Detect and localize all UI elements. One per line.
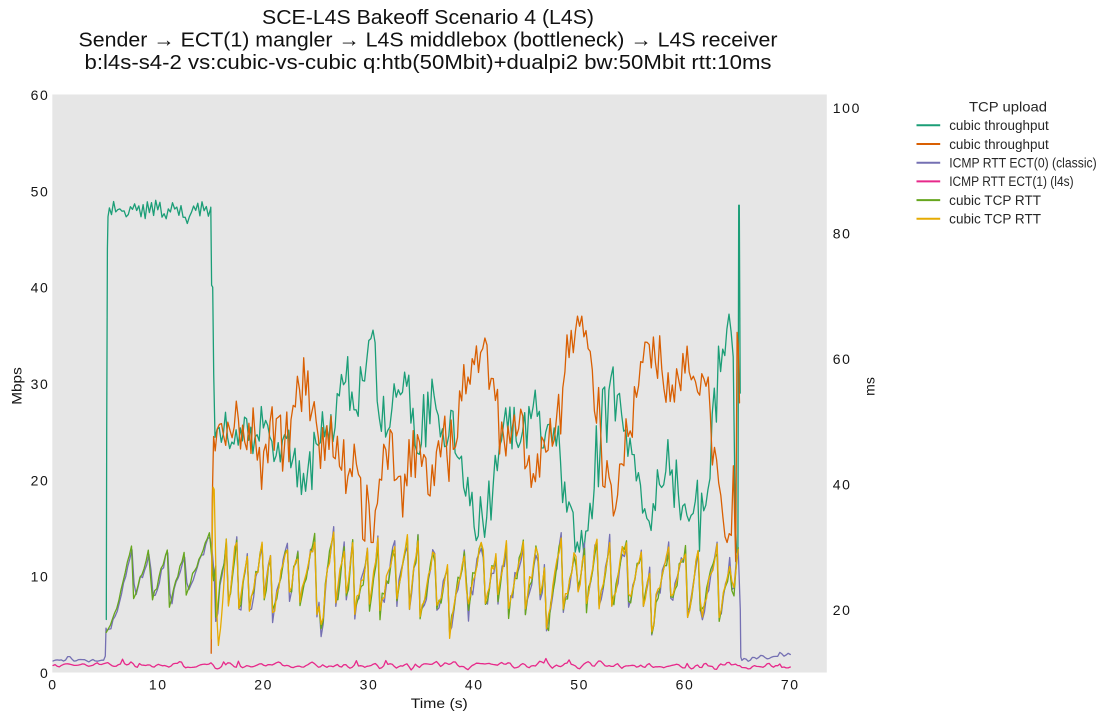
svg-text:Mbps: Mbps bbox=[8, 367, 24, 405]
svg-text:ICMP RTT ECT(1) (l4s): ICMP RTT ECT(1) (l4s) bbox=[949, 174, 1073, 189]
svg-text:100: 100 bbox=[833, 100, 861, 116]
svg-text:0: 0 bbox=[40, 665, 49, 681]
svg-text:TCP upload: TCP upload bbox=[969, 99, 1047, 115]
svg-text:0: 0 bbox=[48, 677, 57, 693]
svg-text:cubic TCP RTT: cubic TCP RTT bbox=[949, 212, 1041, 227]
svg-text:80: 80 bbox=[833, 226, 852, 242]
svg-text:40: 40 bbox=[31, 280, 50, 296]
svg-text:Sender → ECT(1) mangler → L4S: Sender → ECT(1) mangler → L4S middlebox … bbox=[79, 30, 778, 52]
svg-text:b:l4s-s4-2 vs:cubic-vs-cubic q: b:l4s-s4-2 vs:cubic-vs-cubic q:htb(50Mbi… bbox=[85, 52, 772, 74]
svg-text:60: 60 bbox=[833, 351, 852, 367]
svg-text:cubic throughput: cubic throughput bbox=[949, 137, 1049, 152]
svg-text:ICMP RTT ECT(0) (classic): ICMP RTT ECT(0) (classic) bbox=[949, 156, 1096, 171]
svg-text:60: 60 bbox=[676, 677, 695, 693]
svg-text:50: 50 bbox=[31, 183, 50, 199]
svg-text:40: 40 bbox=[465, 677, 484, 693]
svg-text:10: 10 bbox=[149, 677, 168, 693]
svg-text:60: 60 bbox=[31, 87, 50, 103]
svg-text:Time (s): Time (s) bbox=[411, 695, 468, 711]
svg-text:30: 30 bbox=[360, 677, 379, 693]
svg-text:SCE-L4S Bakeoff Scenario 4 (L4: SCE-L4S Bakeoff Scenario 4 (L4S) bbox=[262, 7, 594, 29]
svg-text:cubic TCP RTT: cubic TCP RTT bbox=[949, 193, 1041, 208]
svg-text:20: 20 bbox=[254, 677, 273, 693]
svg-text:cubic throughput: cubic throughput bbox=[949, 118, 1049, 133]
svg-text:40: 40 bbox=[833, 477, 852, 493]
svg-text:20: 20 bbox=[31, 472, 50, 488]
svg-text:ms: ms bbox=[862, 377, 878, 396]
svg-text:20: 20 bbox=[833, 602, 852, 618]
svg-text:10: 10 bbox=[31, 569, 50, 585]
svg-text:50: 50 bbox=[570, 677, 589, 693]
svg-text:30: 30 bbox=[31, 376, 50, 392]
svg-text:70: 70 bbox=[781, 677, 800, 693]
